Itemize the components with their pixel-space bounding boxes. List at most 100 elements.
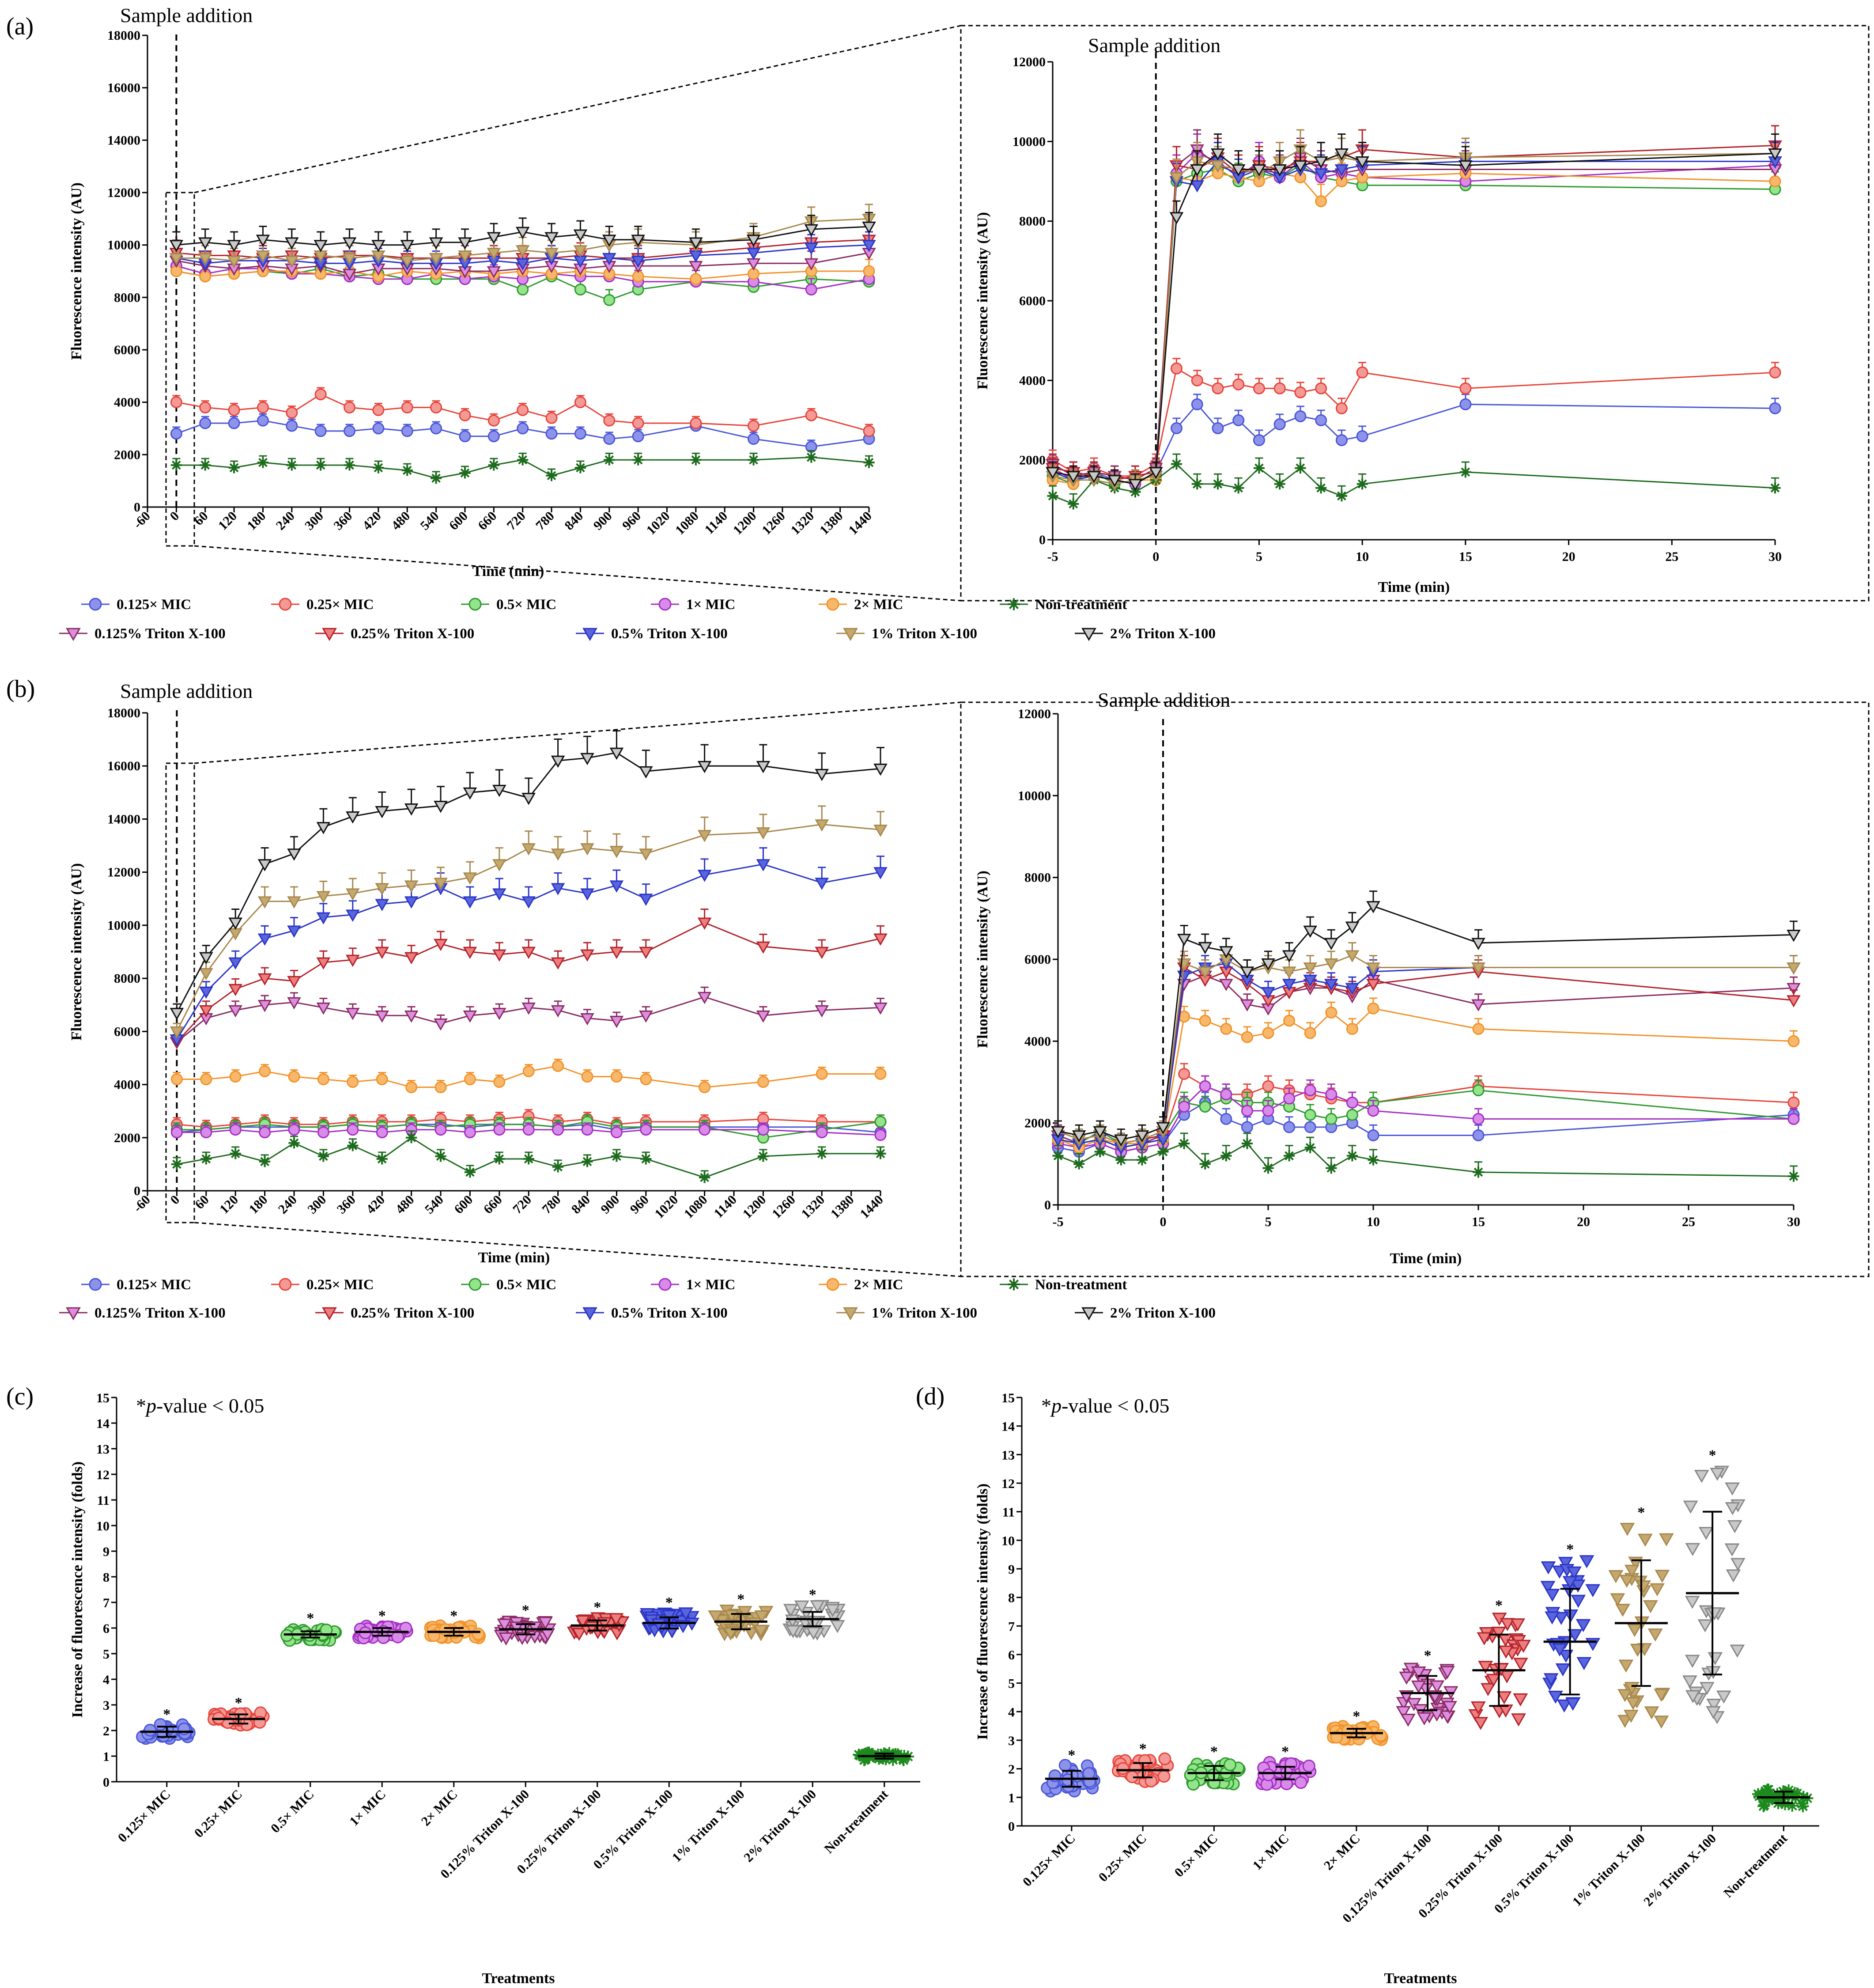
data-point [371, 240, 385, 252]
x-axis-label: Treatments [482, 1970, 555, 1987]
data-point [228, 957, 242, 970]
data-point [1233, 482, 1244, 494]
data-point [227, 255, 241, 268]
data-point [689, 237, 703, 250]
legend-marker [89, 1278, 102, 1291]
data-point [200, 459, 211, 471]
data-point [1346, 1109, 1358, 1121]
y-tick-label: 8 [103, 1570, 110, 1585]
series-line [1052, 160, 1775, 485]
data-point [286, 459, 298, 471]
data-point [257, 457, 269, 468]
data-point [517, 284, 529, 296]
data-point [1325, 1113, 1337, 1125]
data-point [603, 414, 616, 427]
data-point [1345, 983, 1360, 996]
legend-item: 0.25% Triton X-100 [315, 626, 474, 642]
data-point [810, 1600, 825, 1613]
y-tick-label: 6000 [1024, 952, 1051, 967]
data-point [400, 240, 415, 252]
data-point [1685, 1690, 1700, 1704]
data-point [897, 1753, 909, 1765]
significance-star: * [522, 1602, 529, 1618]
data-point [863, 425, 875, 437]
y-tick-label: 12000 [1018, 707, 1051, 721]
data-point [603, 294, 616, 306]
data-point [805, 451, 817, 463]
x-tick-label: 1260 [769, 1193, 798, 1222]
data-point [227, 240, 241, 252]
x-tick-label: 1140 [711, 1193, 740, 1221]
data-point [1330, 1731, 1343, 1744]
y-tick-label: 2000 [1019, 453, 1046, 468]
data-point [580, 1013, 594, 1026]
data-point [1553, 1612, 1569, 1625]
data-point [344, 425, 356, 437]
data-point [434, 878, 448, 890]
data-point [544, 248, 559, 260]
data-point [1647, 1628, 1663, 1642]
data-point [552, 1060, 564, 1072]
legend-marker [1008, 1278, 1020, 1291]
data-point [434, 1124, 447, 1136]
x-tick-label: 600 [451, 1193, 476, 1217]
data-point [1374, 1729, 1387, 1742]
data-point [1273, 418, 1286, 431]
data-point [815, 769, 829, 781]
x-tick-label: 1380 [817, 509, 846, 538]
data-point [1367, 1002, 1379, 1015]
data-point [170, 396, 182, 409]
data-point [748, 420, 760, 432]
data-point [552, 1124, 564, 1136]
data-point [873, 867, 888, 879]
category-group [853, 1746, 914, 1766]
data-point [757, 1076, 769, 1088]
data-point [744, 1627, 759, 1640]
data-point [860, 1747, 873, 1760]
data-point [862, 221, 876, 234]
data-point [314, 240, 328, 252]
y-tick-label: 13 [1001, 1448, 1015, 1462]
x-tick-label: 5 [1265, 1215, 1272, 1229]
data-point [737, 1606, 752, 1619]
data-point [1558, 1650, 1574, 1663]
data-point [1190, 164, 1204, 177]
data-point [1654, 1689, 1669, 1702]
data-point [1231, 164, 1246, 177]
y-tick-label: 15 [96, 1391, 110, 1405]
data-point [1191, 374, 1203, 386]
data-point [830, 1620, 845, 1633]
data-point [493, 1076, 506, 1088]
data-point [1625, 1697, 1641, 1710]
data-point [1170, 362, 1183, 375]
category-group: * [207, 1695, 270, 1732]
data-point [1302, 1759, 1315, 1772]
y-tick-label: 13 [96, 1442, 110, 1457]
data-point [288, 1071, 300, 1083]
y-tick-label: 0 [134, 1184, 140, 1198]
data-point [376, 1153, 388, 1165]
y-tick-label: 3 [103, 1698, 110, 1713]
data-point [874, 1068, 887, 1080]
x-tick-label: 480 [389, 509, 413, 533]
data-point [1618, 1659, 1634, 1673]
data-point [1212, 382, 1224, 394]
x-axis-label: Time (min) [472, 563, 544, 579]
data-point [1787, 1113, 1800, 1125]
data-point [1769, 482, 1781, 494]
significance-star: * [809, 1587, 816, 1603]
data-point [1477, 1632, 1492, 1646]
series-4 [170, 1122, 887, 1141]
y-tick-label: 9 [1008, 1562, 1015, 1577]
data-point [458, 250, 472, 263]
data-point [320, 1623, 333, 1636]
data-point [1304, 1142, 1316, 1153]
significance-star: * [235, 1695, 242, 1711]
x-tick-label: 60 [192, 1193, 212, 1212]
data-point [815, 1005, 829, 1018]
data-point [1346, 1150, 1358, 1162]
data-point [1796, 1797, 1809, 1810]
data-point [1219, 946, 1233, 958]
y-tick-label: 8000 [114, 290, 140, 305]
